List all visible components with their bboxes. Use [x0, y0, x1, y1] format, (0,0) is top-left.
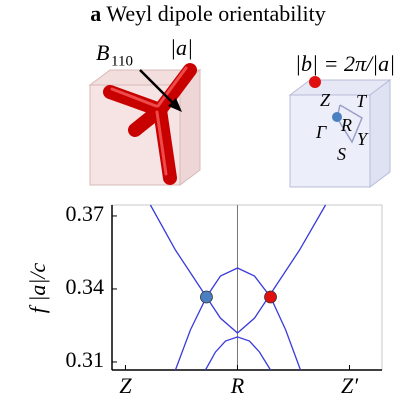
lattice-label: |a| — [170, 35, 193, 60]
y-axis-label: f |a|/c — [25, 262, 50, 313]
field-label: B — [96, 40, 109, 65]
weyl-point — [200, 291, 212, 303]
k-point-label: R — [340, 115, 352, 135]
k-point-label: Z — [320, 90, 331, 110]
title-text: Weyl dipole orientability — [106, 1, 325, 26]
weyl-point — [265, 291, 277, 303]
field-subscript: 110 — [111, 53, 133, 69]
k-point-label: Γ — [315, 122, 327, 142]
k-point-label: S — [337, 144, 346, 164]
page: {"header": {"letter": "a", "title": "Wey… — [0, 0, 416, 407]
x-tick-label: Z′ — [341, 373, 359, 398]
reciprocal-relation: |b| = 2π/|a| — [295, 51, 395, 76]
x-tick-label: R — [230, 373, 245, 398]
real-space-cell — [90, 68, 200, 185]
band-line — [205, 337, 270, 370]
y-tick-label: 0.34 — [66, 274, 105, 299]
figure: a Weyl dipole orientability B 110 |a| |b… — [0, 0, 416, 407]
x-tick-label: Z — [119, 373, 132, 398]
band-line — [150, 205, 325, 333]
panel-title: a Weyl dipole orientability — [90, 1, 326, 26]
y-tick-label: 0.31 — [66, 347, 105, 372]
band-plot: 0.31 0.34 0.37 Z R Z′ — [66, 201, 383, 398]
brillouin-zone — [290, 76, 390, 187]
panel-letter: a — [90, 1, 101, 26]
plot-frame — [112, 205, 382, 370]
y-tick-label: 0.37 — [66, 201, 105, 226]
